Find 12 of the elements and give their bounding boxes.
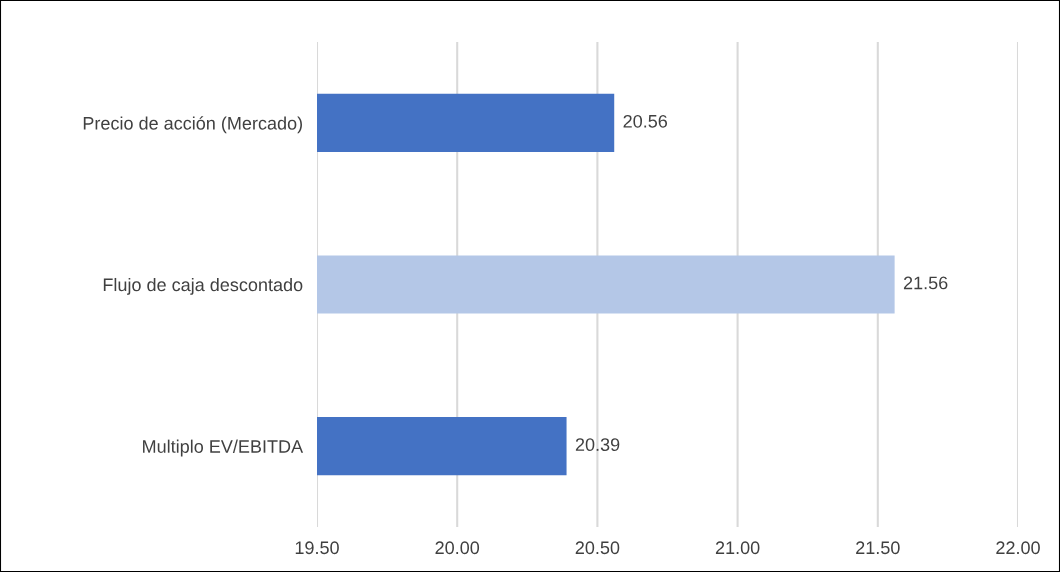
y-tick-label: Flujo de caja descontado [103,277,303,295]
x-tick-label: 20.50 [575,541,620,555]
y-tick-label: Precio de acción (Mercado) [83,116,303,134]
y-tick-label: Multiplo EV/EBITDA [143,439,304,457]
x-tick-label: 21.50 [856,541,900,555]
data-label: 20.39 [575,438,620,452]
x-tick-label: 20.00 [435,541,480,555]
data-label: 21.56 [903,276,948,290]
x-tick-label: 22.00 [996,541,1040,555]
data-label: 20.56 [623,114,668,128]
x-tick-label: 19.50 [295,541,339,555]
x-tick-label: 21.00 [715,541,760,555]
